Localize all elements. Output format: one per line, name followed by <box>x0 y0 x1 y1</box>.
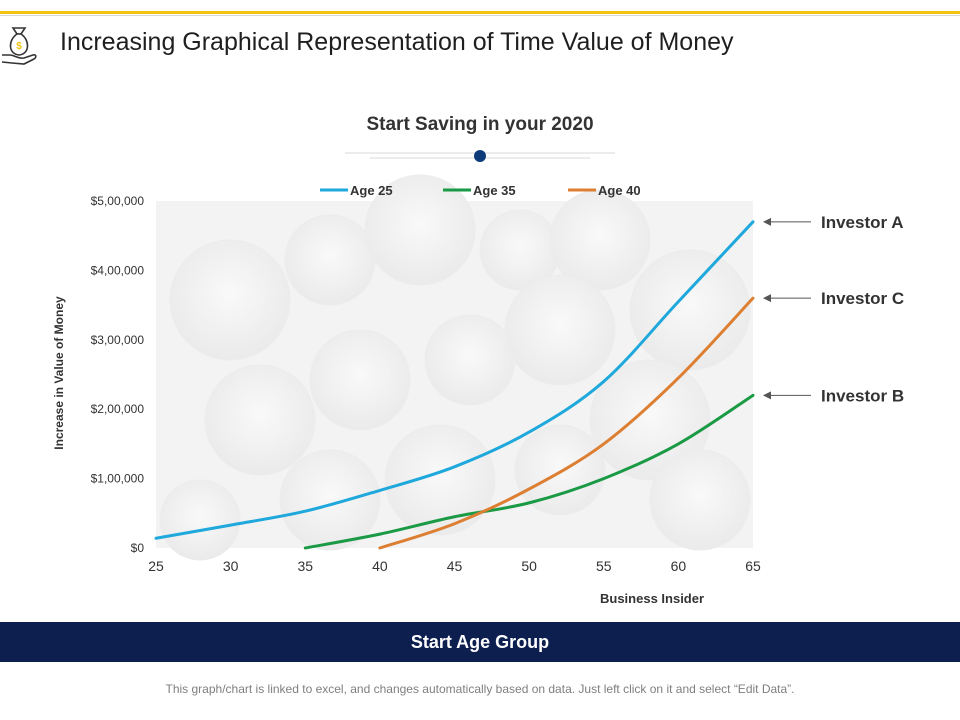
coin-texture <box>204 364 316 476</box>
annotation-label: Investor C <box>821 289 904 308</box>
coin-texture <box>629 249 751 371</box>
coin-texture <box>309 329 411 431</box>
annotation-arrowhead <box>763 391 771 400</box>
x-tick-label: 45 <box>447 558 463 574</box>
coin-texture <box>549 189 651 291</box>
coin-texture <box>384 424 496 536</box>
x-tick-label: 65 <box>745 558 761 574</box>
annotation-arrowhead <box>763 294 771 303</box>
coin-texture <box>649 449 751 551</box>
coin-texture <box>504 274 616 386</box>
x-tick-label: 30 <box>223 558 239 574</box>
annotations: Investor A Investor C Investor B <box>763 213 904 405</box>
svg-text:$: $ <box>16 41 22 52</box>
top-accent-rule <box>0 11 960 14</box>
y-tick-label: $1,00,000 <box>91 472 145 486</box>
slider-handle[interactable] <box>474 150 486 162</box>
coin-texture <box>284 214 376 306</box>
legend: Age 25 Age 35 Age 40 <box>320 183 641 198</box>
coin-texture <box>589 359 711 481</box>
coin-texture <box>514 424 606 516</box>
legend-label: Age 40 <box>598 183 641 198</box>
footer-bar: Start Age Group <box>0 622 960 662</box>
footer-label: Start Age Group <box>410 631 550 652</box>
y-tick-label: $4,00,000 <box>91 263 145 277</box>
legend-label: Age 25 <box>350 183 393 198</box>
coin-texture <box>169 239 291 361</box>
coin-texture <box>424 314 516 406</box>
y-axis-label: Increase in Value of Money <box>52 296 66 450</box>
plot-background <box>156 174 753 561</box>
x-axis: 25 30 35 40 45 50 55 60 65 <box>148 558 761 574</box>
series-line-age-40 <box>378 296 755 550</box>
x-tick-label: 40 <box>372 558 388 574</box>
annotation-label: Investor A <box>821 213 904 232</box>
source-label: Business Insider <box>600 591 705 606</box>
series-line-age-35 <box>303 393 755 550</box>
x-tick-label: 55 <box>596 558 612 574</box>
coin-texture <box>159 479 241 561</box>
page-title: Increasing Graphical Representation of T… <box>60 28 734 56</box>
y-tick-label: $5,00,000 <box>91 194 145 208</box>
legend-label: Age 35 <box>473 183 516 198</box>
line-chart: $0 $1,00,000 $2,00,000 $3,00,000 $4,00,000 $5… <box>91 174 904 574</box>
x-tick-label: 60 <box>671 558 687 574</box>
y-tick-label: $0 <box>131 541 145 555</box>
x-tick-label: 35 <box>297 558 313 574</box>
x-tick-label: 25 <box>148 558 164 574</box>
annotation-label: Investor B <box>821 386 904 405</box>
y-axis: $0 $1,00,000 $2,00,000 $3,00,000 $4,00,000 $5… <box>91 194 145 555</box>
chart-title: Start Saving in your 2020 <box>366 114 594 135</box>
coin-texture <box>279 449 381 551</box>
money-bag-in-hand-icon: $ <box>1 27 37 65</box>
series-line-age-25 <box>154 220 755 540</box>
x-tick-label: 50 <box>521 558 537 574</box>
coin-texture <box>364 174 476 286</box>
year-slider[interactable] <box>345 148 615 164</box>
top-divider <box>0 15 960 16</box>
series-lines <box>154 220 755 550</box>
footnote: This graph/chart is linked to excel, and… <box>165 682 795 696</box>
y-tick-label: $3,00,000 <box>91 333 145 347</box>
annotation-arrowhead <box>763 217 771 226</box>
y-tick-label: $2,00,000 <box>91 402 145 416</box>
